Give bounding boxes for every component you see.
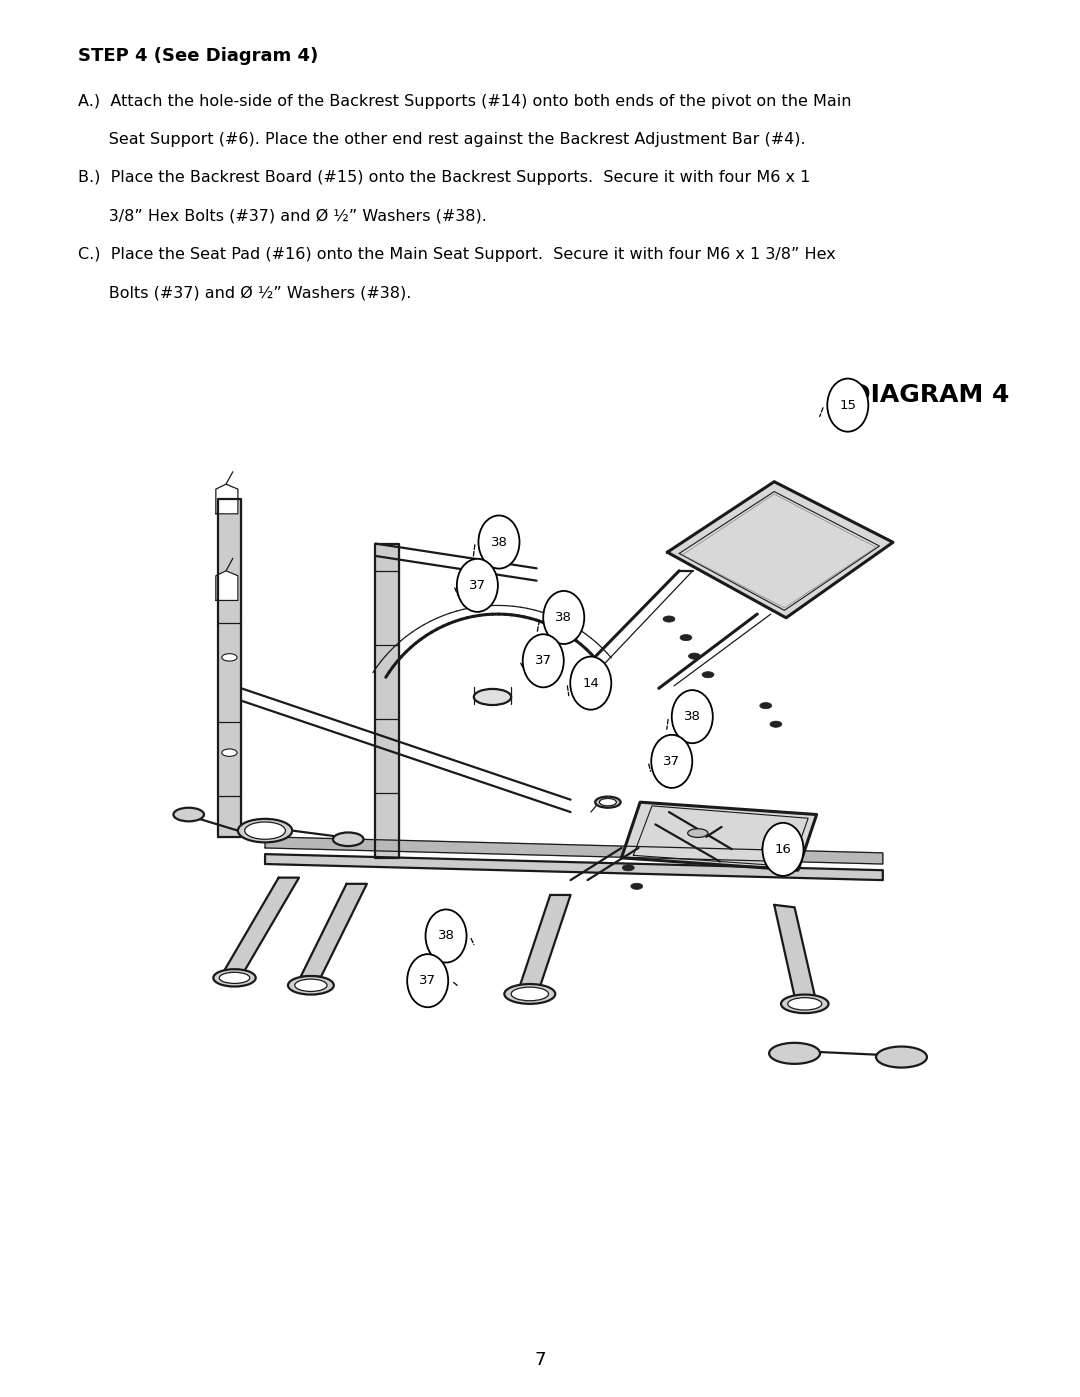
Circle shape [426,909,467,963]
Polygon shape [300,884,367,977]
Text: 16: 16 [774,842,792,856]
Text: DIAGRAM 4: DIAGRAM 4 [850,383,1010,407]
Text: B.)  Place the Backrest Board (#15) onto the Backrest Supports.  Secure it with : B.) Place the Backrest Board (#15) onto … [78,170,810,186]
Text: Bolts (#37) and Ø ½” Washers (#38).: Bolts (#37) and Ø ½” Washers (#38). [78,285,411,300]
Circle shape [407,954,448,1007]
Ellipse shape [622,865,634,870]
Circle shape [762,823,804,876]
Text: Seat Support (#6). Place the other end rest against the Backrest Adjustment Bar : Seat Support (#6). Place the other end r… [78,133,806,147]
Circle shape [651,735,692,788]
Ellipse shape [213,970,256,986]
Polygon shape [265,837,882,863]
Ellipse shape [876,1046,927,1067]
Ellipse shape [219,972,249,983]
Ellipse shape [599,799,617,806]
Ellipse shape [238,819,293,842]
Ellipse shape [221,654,237,661]
Polygon shape [621,802,816,870]
Text: 37: 37 [663,754,680,768]
Polygon shape [216,485,238,514]
Circle shape [672,690,713,743]
Circle shape [523,634,564,687]
Ellipse shape [663,616,675,622]
Ellipse shape [245,821,285,840]
Ellipse shape [680,634,692,641]
Ellipse shape [511,988,549,1000]
Polygon shape [519,895,570,986]
Ellipse shape [769,1042,820,1065]
Ellipse shape [221,749,237,756]
Circle shape [543,591,584,644]
Ellipse shape [504,983,555,1004]
Ellipse shape [702,672,714,678]
Polygon shape [225,877,299,971]
Circle shape [478,515,519,569]
Polygon shape [667,482,893,617]
Ellipse shape [760,703,772,708]
Ellipse shape [174,807,204,821]
Text: STEP 4 (See Diagram 4): STEP 4 (See Diagram 4) [78,47,318,66]
Polygon shape [376,543,400,858]
Circle shape [827,379,868,432]
Text: 38: 38 [490,535,508,549]
Ellipse shape [595,796,621,807]
Text: A.)  Attach the hole-side of the Backrest Supports (#14) onto both ends of the p: A.) Attach the hole-side of the Backrest… [78,94,851,109]
Polygon shape [774,905,815,996]
Ellipse shape [770,721,782,728]
Ellipse shape [474,689,511,705]
Polygon shape [216,571,238,601]
Text: 38: 38 [437,929,455,943]
Text: 15: 15 [839,398,856,412]
Ellipse shape [288,977,334,995]
Ellipse shape [689,652,701,659]
Text: 14: 14 [582,676,599,690]
Ellipse shape [781,995,828,1013]
Circle shape [570,657,611,710]
Text: 37: 37 [469,578,486,592]
Ellipse shape [295,979,327,992]
Polygon shape [217,499,241,837]
Text: 38: 38 [684,710,701,724]
Ellipse shape [787,997,822,1010]
Text: 3/8” Hex Bolts (#37) and Ø ½” Washers (#38).: 3/8” Hex Bolts (#37) and Ø ½” Washers (#… [78,210,487,224]
Ellipse shape [333,833,364,847]
Text: 37: 37 [535,654,552,668]
Text: 38: 38 [555,610,572,624]
Circle shape [457,559,498,612]
Text: 37: 37 [419,974,436,988]
Text: 7: 7 [535,1351,545,1369]
Polygon shape [265,854,882,880]
Text: C.)  Place the Seat Pad (#16) onto the Main Seat Support.  Secure it with four M: C.) Place the Seat Pad (#16) onto the Ma… [78,247,836,263]
Ellipse shape [631,883,643,890]
Ellipse shape [688,828,708,837]
